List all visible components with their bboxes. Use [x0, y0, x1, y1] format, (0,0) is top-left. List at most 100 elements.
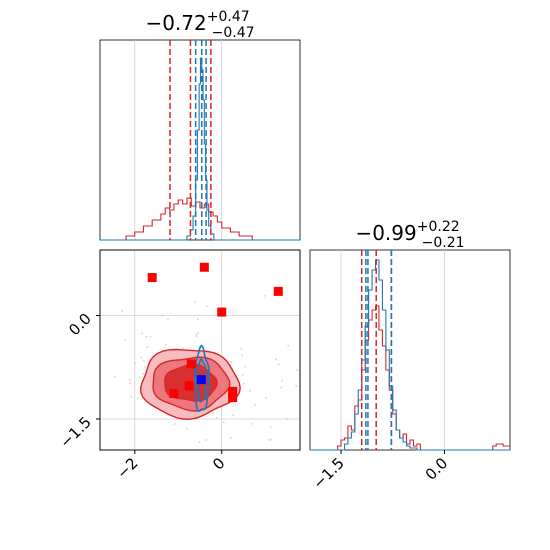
sample-point — [173, 422, 176, 425]
histogram-series — [310, 259, 510, 451]
sample-point — [194, 301, 197, 304]
sample-point — [164, 343, 167, 346]
square-markers — [147, 262, 283, 403]
title-minus: −0.21 — [422, 235, 465, 251]
sample-point — [134, 362, 137, 365]
sample-point — [149, 335, 152, 338]
red-square-marker — [217, 307, 227, 317]
sample-point — [140, 356, 143, 359]
sample-point — [278, 363, 281, 366]
sample-point — [248, 389, 251, 392]
blue-square-marker — [196, 375, 206, 385]
x-tick-label: 0 — [209, 454, 228, 473]
quantile-lines — [360, 250, 393, 450]
sample-point — [286, 418, 289, 421]
title-value: −0.99 — [355, 221, 416, 245]
red-square-marker — [186, 359, 196, 369]
x-tick-labels: −2 0 — [113, 450, 229, 482]
sample-point — [196, 497, 198, 499]
sample-point — [124, 338, 127, 341]
sample-point — [234, 403, 237, 406]
sample-point — [254, 403, 257, 406]
sample-point — [121, 310, 124, 313]
y-tick-label: −1.5 — [56, 413, 94, 451]
histogram-step-line — [100, 197, 300, 241]
sample-point — [204, 453, 206, 455]
sample-point — [142, 359, 145, 362]
x-tick-labels: −1.5 0.0 — [309, 450, 451, 493]
sample-point — [196, 332, 199, 335]
sample-point — [144, 365, 147, 368]
sample-point — [166, 317, 169, 320]
sample-point — [141, 332, 144, 335]
x-tick-label: −1.5 — [309, 454, 347, 492]
sample-point — [241, 354, 244, 357]
grid-lines — [340, 250, 445, 450]
sample-point — [244, 365, 247, 368]
sample-point — [231, 414, 234, 417]
sample-point — [129, 381, 132, 384]
red-square-marker — [199, 262, 209, 272]
title-minus: −0.47 — [212, 25, 255, 41]
grid-lines — [134, 40, 223, 240]
sample-point — [216, 417, 219, 420]
sample-point — [222, 421, 225, 424]
sample-point — [130, 395, 133, 398]
title-plus: +0.22 — [417, 219, 460, 235]
sample-point — [128, 378, 131, 381]
red-square-marker — [228, 393, 238, 403]
sample-point — [90, 331, 92, 333]
title-value: −0.72 — [145, 11, 206, 35]
sample-point — [145, 335, 148, 338]
grid-lines — [100, 250, 300, 450]
joint-scatter-param1-param2: −2 0 0.0 −1.5 — [56, 249, 301, 499]
sample-point — [230, 436, 233, 439]
sample-point — [241, 373, 244, 376]
quantile-lines — [169, 40, 212, 240]
sample-point — [198, 441, 201, 444]
sample-point — [242, 382, 245, 385]
marginal-histogram-param1: −0.72+0.47 −0.47 — [99, 9, 301, 241]
sample-point — [269, 426, 272, 429]
sample-point — [205, 439, 208, 442]
sample-point — [230, 361, 233, 364]
sample-point — [196, 318, 199, 321]
red-square-marker — [147, 273, 157, 283]
blue-contour-level — [193, 344, 211, 413]
sample-point — [138, 376, 141, 379]
sample-point — [205, 305, 208, 308]
sample-point — [186, 427, 189, 430]
panel-title: −0.99+0.22 −0.21 — [355, 219, 464, 251]
sample-point — [137, 396, 140, 399]
red-square-marker — [184, 381, 194, 391]
axes-frame — [309, 249, 511, 451]
sample-point — [94, 288, 96, 290]
sample-point — [279, 386, 282, 389]
sample-point — [265, 396, 268, 399]
sample-point — [212, 411, 215, 414]
sample-point — [250, 422, 253, 425]
y-tick-label: 0.0 — [65, 310, 95, 340]
sample-point — [146, 346, 149, 349]
sample-point — [281, 379, 284, 382]
sample-point — [195, 333, 198, 336]
sample-point — [161, 314, 164, 317]
sample-point — [296, 368, 299, 371]
title-plus: +0.47 — [207, 9, 250, 25]
red-square-marker — [273, 286, 283, 296]
sample-point — [295, 384, 298, 387]
sample-point — [114, 375, 117, 378]
sample-point — [269, 438, 272, 441]
histogram-step-line — [310, 259, 510, 451]
sample-point — [182, 346, 185, 349]
sample-point — [141, 372, 144, 375]
x-tick-label: −2 — [113, 454, 141, 482]
x-tick-label: 0.0 — [422, 454, 452, 484]
sample-point — [275, 358, 278, 361]
sample-point — [88, 439, 90, 441]
axes-border — [99, 249, 301, 451]
histogram-step-line — [310, 305, 510, 451]
panel-title: −0.72+0.47 −0.47 — [145, 9, 254, 41]
red-square-marker — [169, 388, 179, 398]
